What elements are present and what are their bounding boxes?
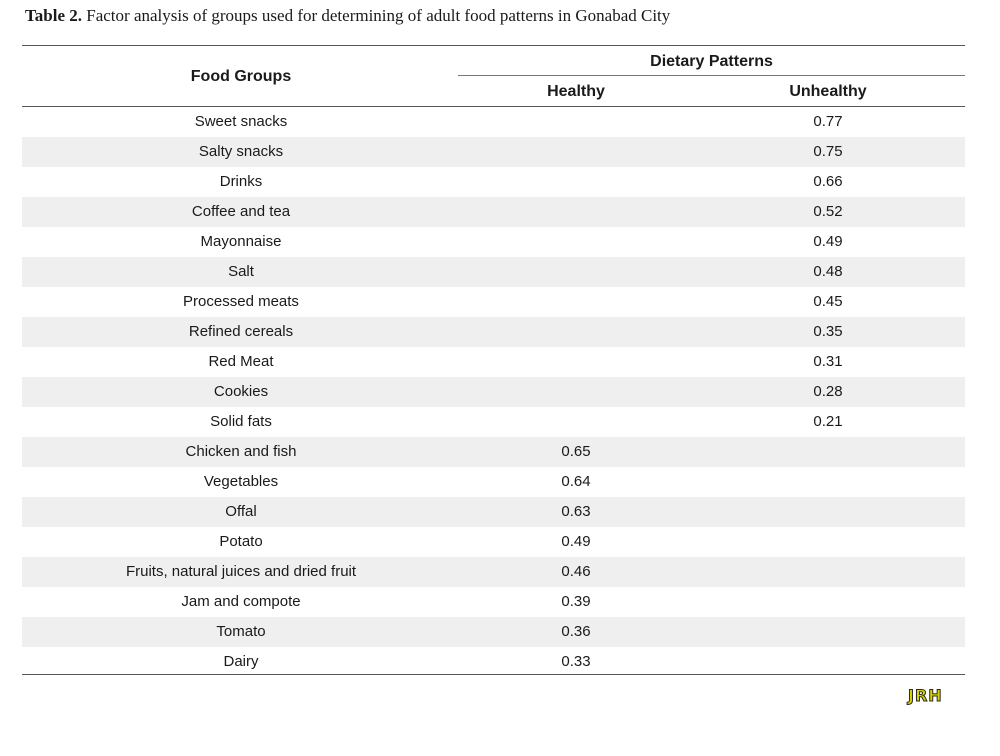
- header-food-groups: Food Groups: [190, 68, 292, 85]
- table-row: Vegetables 0.64: [22, 467, 965, 497]
- healthy-loading-cell: 0.49: [561, 533, 591, 550]
- food-group-cell: Drinks: [219, 173, 263, 190]
- healthy-loading-cell: [458, 407, 694, 437]
- table-row: Offal 0.63: [22, 497, 965, 527]
- table-row: Jam and compote 0.39: [22, 587, 965, 617]
- unhealthy-loading-cell: 0.52: [813, 203, 843, 220]
- table-bottom-rule: [22, 674, 965, 675]
- unhealthy-loading-cell: 0.77: [813, 113, 843, 130]
- unhealthy-loading-cell: 0.48: [813, 263, 843, 280]
- unhealthy-loading-cell: 0.31: [813, 353, 843, 370]
- table-row: Red Meat 0.31: [22, 347, 965, 377]
- table-caption: Table 2. Factor analysis of groups used …: [25, 6, 670, 26]
- food-group-cell: Dairy: [223, 653, 259, 670]
- table-row: Tomato 0.36: [22, 617, 965, 647]
- table-row: Fruits, natural juices and dried fruit 0.…: [22, 557, 965, 587]
- unhealthy-loading-cell: 0.75: [813, 143, 843, 160]
- unhealthy-loading-cell: 0.66: [813, 173, 843, 190]
- table-row: Drinks 0.66: [22, 167, 965, 197]
- unhealthy-loading-cell: [710, 527, 946, 557]
- unhealthy-loading-cell: 0.45: [813, 293, 843, 310]
- header-dietary-patterns: Dietary Patterns: [650, 53, 773, 70]
- table-row: Salt 0.48: [22, 257, 965, 287]
- food-group-cell: Processed meats: [183, 293, 299, 310]
- healthy-loading-cell: [458, 287, 694, 317]
- caption-text: Factor analysis of groups used for deter…: [82, 6, 671, 25]
- food-group-cell: Tomato: [216, 623, 266, 640]
- food-group-cell: Fruits, natural juices and dried fruit: [125, 563, 357, 580]
- table-body: Sweet snacks 0.77 Salty snacks 0.75 Drinks 0.…: [22, 107, 965, 677]
- table-row: Solid fats 0.21: [22, 407, 965, 437]
- healthy-loading-cell: 0.64: [561, 473, 591, 490]
- header-bottom-rule: [22, 106, 965, 107]
- food-group-cell: Cookies: [213, 383, 269, 400]
- table-row: Refined cereals 0.35: [22, 317, 965, 347]
- table-row: Chicken and fish 0.65: [22, 437, 965, 467]
- healthy-loading-cell: [458, 107, 694, 137]
- unhealthy-loading-cell: [710, 497, 946, 527]
- header-unhealthy: Unhealthy: [789, 83, 867, 100]
- healthy-loading-cell: 0.36: [561, 623, 591, 640]
- healthy-loading-cell: [458, 257, 694, 287]
- food-group-cell: Coffee and tea: [191, 203, 291, 220]
- healthy-loading-cell: [458, 137, 694, 167]
- food-group-cell: Salt: [228, 263, 254, 280]
- healthy-loading-cell: [458, 347, 694, 377]
- healthy-loading-cell: 0.63: [561, 503, 591, 520]
- unhealthy-loading-cell: 0.28: [813, 383, 843, 400]
- table-row: Coffee and tea 0.52: [22, 197, 965, 227]
- food-group-cell: Jam and compote: [181, 593, 301, 610]
- unhealthy-loading-cell: 0.35: [813, 323, 843, 340]
- table-row: Salty snacks 0.75: [22, 137, 965, 167]
- table-row: Potato 0.49: [22, 527, 965, 557]
- food-group-cell: Chicken and fish: [185, 443, 297, 460]
- food-group-cell: Refined cereals: [188, 323, 294, 340]
- table-row: Cookies 0.28: [22, 377, 965, 407]
- food-group-cell: Salty snacks: [198, 143, 284, 160]
- healthy-loading-cell: [458, 167, 694, 197]
- unhealthy-loading-cell: [710, 647, 946, 677]
- journal-logo: JRH: [908, 686, 943, 705]
- healthy-loading-cell: 0.33: [561, 653, 591, 670]
- caption-label: Table 2.: [25, 6, 83, 25]
- unhealthy-loading-cell: [710, 587, 946, 617]
- table-top-rule: [22, 45, 965, 46]
- unhealthy-loading-cell: [710, 437, 946, 467]
- unhealthy-loading-cell: [710, 557, 946, 587]
- healthy-loading-cell: 0.46: [561, 563, 591, 580]
- unhealthy-loading-cell: 0.21: [813, 413, 843, 430]
- healthy-loading-cell: 0.65: [561, 443, 591, 460]
- header-healthy: Healthy: [547, 83, 605, 100]
- unhealthy-loading-cell: 0.49: [813, 233, 843, 250]
- food-group-cell: Red Meat: [208, 353, 274, 370]
- unhealthy-loading-cell: [710, 467, 946, 497]
- table-row: Processed meats 0.45: [22, 287, 965, 317]
- healthy-loading-cell: [458, 197, 694, 227]
- healthy-loading-cell: [458, 377, 694, 407]
- table-row: Mayonnaise 0.49: [22, 227, 965, 257]
- healthy-loading-cell: [458, 317, 694, 347]
- table-row: Sweet snacks 0.77: [22, 107, 965, 137]
- healthy-loading-cell: [458, 227, 694, 257]
- unhealthy-loading-cell: [710, 617, 946, 647]
- header-group-rule: [458, 75, 965, 76]
- healthy-loading-cell: 0.39: [561, 593, 591, 610]
- food-group-cell: Potato: [219, 533, 263, 550]
- food-group-cell: Offal: [225, 503, 257, 520]
- food-group-cell: Solid fats: [210, 413, 272, 430]
- food-group-cell: Sweet snacks: [194, 113, 288, 130]
- food-group-cell: Mayonnaise: [200, 233, 282, 250]
- table-row: Dairy 0.33: [22, 647, 965, 677]
- food-group-cell: Vegetables: [203, 473, 279, 490]
